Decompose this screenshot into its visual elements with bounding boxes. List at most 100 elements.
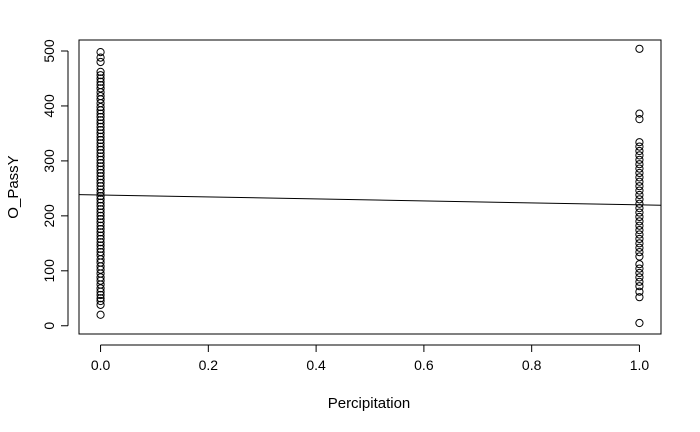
data-point [96,201,105,211]
data-point [635,186,644,195]
data-point [96,228,105,237]
data-point [635,252,644,261]
data-point [96,67,105,76]
data-point [96,205,105,214]
data-point [96,248,105,257]
data-point [96,112,105,122]
data-point [96,129,105,138]
data-point [635,160,644,169]
data-point [96,178,105,187]
data-point [635,182,644,191]
y-tick-label: 400 [41,94,57,118]
data-point [635,142,644,151]
x-tick-label: 0.0 [91,357,111,373]
data-point [635,199,644,208]
data-point [635,138,644,147]
data-point [96,241,105,250]
data-point [635,318,644,328]
data-point [635,190,644,200]
x-tick-label: 0.2 [199,357,219,373]
data-point [96,294,105,303]
data-point [635,273,644,282]
y-axis-label: O_PassY [5,155,22,218]
data-point [635,234,644,244]
data-point [96,224,105,234]
data-point [635,212,644,222]
data-point [96,231,105,240]
data-point [96,139,105,148]
data-point [635,168,644,178]
data-point [96,47,105,57]
x-tick-label: 0.6 [414,357,434,373]
regression-line-layer [78,194,662,206]
data-point [96,188,105,197]
data-point [635,282,644,291]
data-point [635,293,644,302]
data-point [635,221,644,230]
data-point [96,155,105,164]
data-point [635,109,644,118]
data-point [96,119,105,128]
y-tick-label: 100 [41,259,57,283]
data-point [635,248,644,257]
data-point [96,182,105,191]
data-point [96,135,105,145]
x-tick-label: 0.8 [522,357,542,373]
data-point [635,151,644,160]
data-point [96,132,105,141]
data-point [96,77,105,86]
data-point [96,109,105,118]
data-point [96,152,105,161]
data-point [635,226,644,235]
data-point [96,122,105,131]
data-point [96,53,105,62]
x-tick-label: 0.4 [306,357,326,373]
data-point [96,74,105,83]
data-point [96,185,105,194]
plot-frame [78,39,662,335]
y-tick-label: 200 [41,204,57,228]
data-point [96,218,105,227]
data-point [96,57,105,67]
data-point [635,239,644,248]
data-point [635,177,644,186]
data-point [635,268,644,278]
data-point [635,155,644,164]
data-point [96,290,105,300]
x-axis: 0.0 0.2 0.4 0.6 0.8 1.0 [91,344,650,373]
data-point [96,175,105,184]
data-point [635,277,644,286]
data-point [635,230,644,239]
data-point [96,208,105,217]
x-tick-label: 1.0 [630,357,650,373]
data-point [96,251,105,260]
data-point [96,84,105,93]
data-point [635,146,644,156]
data-point [96,149,105,158]
data-point [96,296,105,306]
data-point [635,243,644,252]
x-axis-label: Percipitation [328,395,411,412]
data-point [96,162,105,171]
data-point [96,80,105,90]
data-point [96,165,105,174]
data-point [96,71,105,80]
data-point [635,195,644,204]
data-point [635,44,644,53]
data-point [635,164,644,173]
data-point [96,211,105,220]
data-point [96,116,105,125]
data-point [635,208,644,217]
data-point [96,300,105,309]
regression-line [78,194,662,206]
y-tick-label: 0 [41,322,57,330]
data-point [96,168,105,178]
data-point [96,215,105,224]
data-point [96,195,105,204]
data-points [96,44,644,328]
data-point [96,172,105,181]
data-point [635,287,644,296]
data-point [635,264,644,273]
